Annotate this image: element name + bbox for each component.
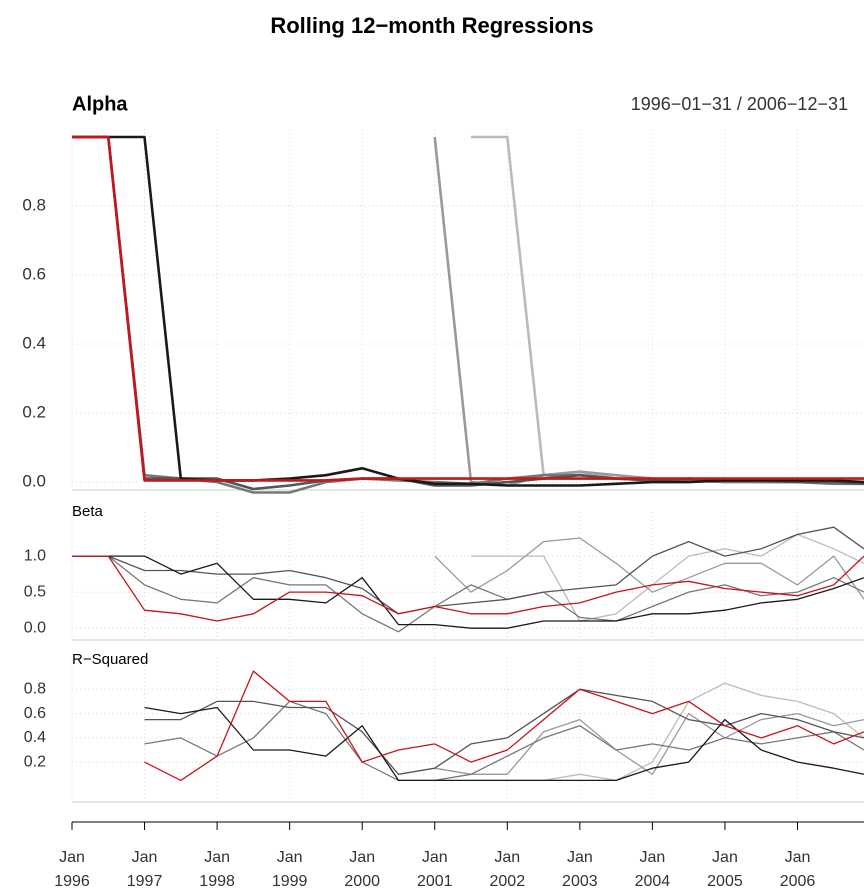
- panel-title: Beta: [72, 503, 104, 520]
- series-line: [433, 136, 864, 487]
- series-line: [144, 688, 864, 775]
- x-tick-label: Jan 2005: [707, 849, 743, 890]
- y-tick-label: 0.8: [24, 681, 46, 698]
- series-line: [72, 555, 864, 633]
- series-line: [434, 712, 864, 775]
- x-tick-label: Jan 1999: [272, 849, 308, 890]
- x-tick-label: Jan 1998: [199, 849, 235, 890]
- series-line: [144, 706, 864, 782]
- y-tick-label: 0.2: [24, 753, 46, 770]
- series-line: [144, 700, 864, 782]
- series-line: [434, 537, 864, 600]
- x-tick-label: Jan 2002: [490, 849, 526, 890]
- x-tick-label: Jan 2004: [635, 849, 671, 890]
- y-tick-label: 1.0: [24, 547, 46, 564]
- y-tick-label: 0.2: [22, 403, 46, 422]
- y-tick-label: 0.5: [24, 583, 46, 600]
- x-tick-label: Jan 2006: [780, 849, 816, 890]
- series-line: [144, 670, 864, 782]
- panel-title: Alpha: [72, 93, 128, 115]
- x-tick-label: Jan 2003: [562, 849, 598, 890]
- y-tick-label: 0.4: [24, 729, 46, 746]
- x-tick-label: Jan 1996: [54, 849, 90, 890]
- y-tick-label: 0.6: [24, 705, 46, 722]
- y-tick-label: 0.0: [22, 472, 46, 491]
- panel-title: R−Squared: [72, 651, 148, 668]
- series-line: [471, 135, 864, 484]
- series-line: [72, 555, 864, 622]
- x-tick-label: Jan 2000: [344, 849, 380, 890]
- series-line: [72, 555, 864, 629]
- panel-subtitle: 1996−01−31 / 2006−12−31: [631, 94, 848, 114]
- series-line: [72, 135, 864, 482]
- series-line: [72, 135, 864, 487]
- y-tick-label: 0.8: [22, 196, 46, 215]
- y-tick-label: 0.6: [22, 265, 46, 284]
- x-tick-label: Jan 2001: [417, 849, 453, 890]
- series-line: [72, 135, 864, 494]
- y-tick-label: 0.0: [24, 619, 46, 636]
- chart-title: Rolling 12−month Regressions: [270, 13, 593, 38]
- series-line: [72, 526, 864, 615]
- y-tick-label: 0.4: [22, 334, 46, 353]
- x-tick-label: Jan 1997: [127, 849, 163, 890]
- series-line: [471, 533, 864, 622]
- series-line: [72, 135, 864, 491]
